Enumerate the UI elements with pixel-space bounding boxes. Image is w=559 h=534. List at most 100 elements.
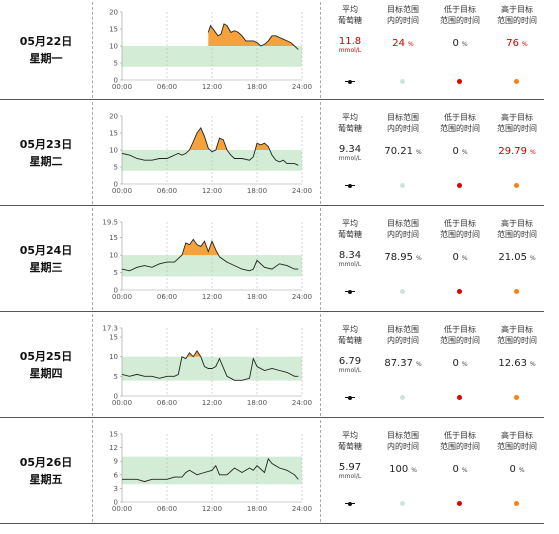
metric-number: 21.05 (498, 252, 527, 263)
metric-header: 范围的时间 (497, 336, 537, 345)
day-row: 05月26日 星期五 15 12 9 6 3 0 00:00 06:00 12:00 18:00 24:… (0, 418, 559, 524)
metric-unit: % (529, 255, 536, 262)
metric-unit: % (529, 361, 536, 368)
above-target-area (189, 127, 211, 150)
glucose-line (207, 23, 299, 50)
x-tick-label: 12:00 (202, 187, 222, 195)
y-tick-label: 0 (114, 181, 118, 189)
metric-header: 范围的时间 (440, 230, 480, 239)
y-tick-label: 20 (109, 113, 118, 121)
metric-header: 目标范围 (387, 113, 419, 122)
weekday-label: 星期一 (29, 52, 63, 65)
metric-avg: 平均 葡萄糖 5.97 mmol/L (322, 430, 378, 481)
metric-value: 0% (489, 464, 545, 475)
date-label: 05月25日 (19, 350, 73, 363)
metric-value: 78.95% (375, 252, 431, 263)
metric-header: 平均 (342, 5, 358, 14)
metric-high: 高于目标 范围的时间 21.05% (489, 218, 545, 263)
date-cell: 05月26日 星期五 (0, 454, 92, 488)
metric-number: 24 (392, 38, 406, 49)
metric-value: 9.34 mmol/L (322, 144, 378, 163)
metric-unit: % (461, 467, 468, 474)
in-dot-icon (400, 395, 405, 400)
metric-value: 0% (432, 464, 488, 475)
x-tick-label: 00:00 (112, 293, 132, 301)
metric-number: 9.34 (338, 144, 362, 155)
metric-number: 12.63 (498, 358, 527, 369)
metric-number: 0 (452, 38, 459, 49)
metric-header: 平均 (342, 113, 358, 122)
metric-header: 内的时间 (387, 16, 419, 25)
y-tick-label: 6 (114, 471, 119, 479)
column-divider (320, 420, 321, 522)
glucose-line (121, 127, 299, 166)
x-tick-label: 12:00 (202, 83, 222, 91)
metric-header: 葡萄糖 (338, 16, 362, 25)
metric-low: 低于目标 范围的时间 0% (432, 324, 488, 369)
y-tick-label: 5 (114, 373, 118, 381)
y-tick-label: 15 (109, 431, 118, 439)
glucose-line (121, 238, 299, 272)
y-tick-label: 3 (114, 485, 118, 493)
metric-number: 0 (452, 464, 459, 475)
y-tick-label: 10 (109, 43, 118, 51)
x-tick-label: 00:00 (112, 83, 132, 91)
metric-high: 高于目标 范围的时间 76% (489, 4, 545, 49)
metric-unit: mmol/L (338, 261, 362, 268)
x-tick-label: 18:00 (247, 187, 267, 195)
metric-number: 70.21 (384, 146, 413, 157)
metric-number: 11.8 (338, 36, 362, 47)
y-tick-label: 19.5 (102, 219, 118, 227)
metric-in: 目标范围 内的时间 87.37% (375, 324, 431, 369)
column-divider (92, 420, 93, 522)
metric-unit: mmol/L (338, 473, 362, 480)
metric-value: 6.79 mmol/L (322, 356, 378, 375)
day-row: 05月24日 星期三 19.5 15 10 5 0 00:00 06:00 12:00 18:00 2… (0, 206, 559, 312)
metric-header: 平均 (342, 219, 358, 228)
x-tick-label: 24:00 (292, 187, 312, 195)
x-tick-label: 06:00 (157, 187, 177, 195)
metric-header: 目标范围 (387, 219, 419, 228)
weekday-label: 星期四 (29, 367, 63, 380)
metric-value: 11.8 mmol/L (322, 36, 378, 55)
metric-unit: % (518, 467, 525, 474)
metric-value: 0% (432, 38, 488, 49)
day-row: 05月23日 星期二 20 15 10 5 0 00:00 06:00 12:00 18:00 24:… (0, 100, 559, 206)
day-row: 05月25日 星期四 17.3 15 10 5 0 00:00 06:00 12:00 18:00 2… (0, 312, 559, 418)
metric-unit: % (461, 41, 468, 48)
metric-low: 低于目标 范围的时间 0% (432, 430, 488, 475)
metric-value: 21.05% (489, 252, 545, 263)
metric-in: 目标范围 内的时间 100% (375, 430, 431, 475)
metric-low: 低于目标 范围的时间 0% (432, 4, 488, 49)
metric-number: 5.97 (338, 462, 362, 473)
high-dot-icon (514, 79, 519, 84)
date-cell: 05月24日 星期三 (0, 242, 92, 276)
x-tick-label: 18:00 (247, 399, 267, 407)
metric-number: 0 (452, 146, 459, 157)
metric-header: 范围的时间 (497, 442, 537, 451)
y-tick-label: 9 (114, 458, 118, 466)
low-dot-icon (457, 395, 462, 400)
metric-value: 8.34 mmol/L (322, 250, 378, 269)
metric-avg: 平均 葡萄糖 8.34 mmol/L (322, 218, 378, 269)
metric-header: 葡萄糖 (338, 336, 362, 345)
x-tick-label: 18:00 (247, 293, 267, 301)
row-divider (0, 311, 544, 312)
metric-header: 目标范围 (387, 431, 419, 440)
glucose-chart: 19.5 15 10 5 000:00 06:00 12:00 18:00 24:00 (102, 219, 312, 302)
metric-low: 低于目标 范围的时间 0% (432, 112, 488, 157)
glucose-chart: 20 15 10 5 000:00 06:00 12:00 18:00 24:00 (109, 9, 312, 92)
above-target-area (182, 239, 219, 256)
metric-unit: % (522, 41, 528, 48)
y-tick-label: 5 (114, 60, 118, 68)
metric-header: 范围的时间 (497, 16, 537, 25)
date-label: 05月24日 (19, 244, 73, 257)
metric-unit: mmol/L (338, 155, 362, 162)
row-divider (0, 417, 544, 418)
above-target-area (260, 35, 295, 46)
weekday-label: 星期三 (29, 261, 63, 274)
glucose-chart: 20 15 10 5 000:00 06:00 12:00 18:00 24:00 (109, 113, 312, 196)
weekday-label: 星期二 (29, 155, 63, 168)
high-dot-icon (514, 501, 519, 506)
metric-number: 78.95 (384, 252, 413, 263)
